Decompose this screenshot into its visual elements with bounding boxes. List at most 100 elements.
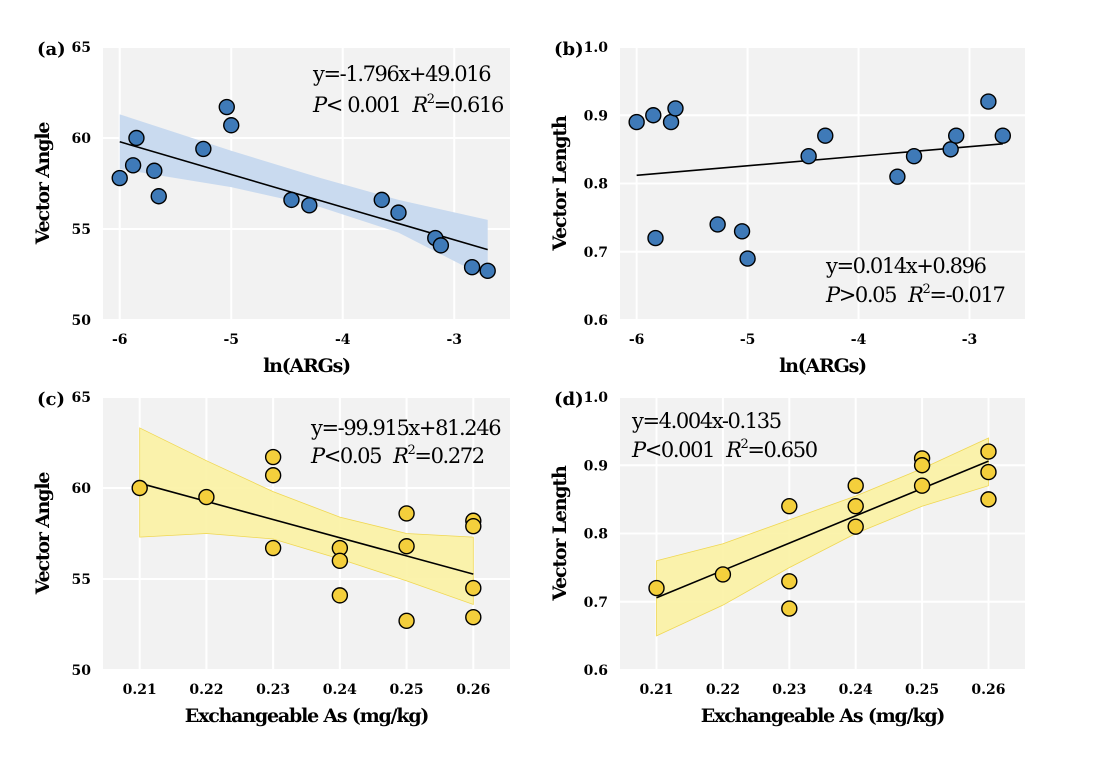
- x-axis-label: ln(ARGs): [263, 355, 350, 377]
- x-tick-label: 0.26: [971, 682, 1005, 698]
- panel-label: (b): [554, 39, 584, 60]
- data-point: [889, 168, 906, 185]
- regression-stats: P<0.05 R2=0.272: [310, 443, 484, 468]
- data-point: [662, 113, 680, 131]
- data-point: [647, 229, 664, 247]
- x-tick-label: -3: [962, 332, 978, 348]
- p-symbol: P: [631, 438, 647, 462]
- data-point: [800, 147, 817, 165]
- panel-c: 0.21 0.22 0.23 0.24 0.25 0.26 50 55 60 65 Exchange…: [32, 389, 510, 727]
- y-tick-label: 0.6: [584, 663, 608, 679]
- data-point: [128, 129, 145, 147]
- x-tick-label: 0.21: [639, 682, 673, 698]
- regression-equation: y=4.004x-0.135: [631, 409, 781, 433]
- x-tick-label: -6: [629, 332, 645, 348]
- regression-equation: y=0.014x+0.896: [825, 254, 987, 278]
- x-tick-label: 0.24: [839, 682, 873, 698]
- panel-a: -6 -5 -4 -3 50 55 60 65 ln(ARGs) Vector Angle (a) y…: [32, 39, 510, 377]
- x-tick-label: -4: [335, 332, 351, 348]
- y-tick-label: 0.9: [584, 458, 608, 474]
- y-tick-label: 0.8: [584, 527, 608, 543]
- data-point: [948, 127, 965, 144]
- data-point: [980, 463, 997, 481]
- data-point: [817, 127, 834, 144]
- x-axis-label: Exchangeable As (mg/kg): [185, 705, 429, 727]
- r-superscript: 2: [408, 443, 415, 458]
- regression-line: [119, 141, 488, 251]
- y-tick-label: 55: [72, 572, 91, 588]
- r-symbol: R: [392, 444, 409, 468]
- data-point: [714, 566, 732, 583]
- data-point: [942, 141, 959, 158]
- r2-value: =0.272: [414, 444, 483, 468]
- data-point: [463, 259, 481, 276]
- data-point: [913, 477, 931, 494]
- regression-equation: y=-1.796x+49.016: [312, 62, 491, 86]
- data-point: [847, 477, 864, 494]
- data-point: [913, 457, 931, 474]
- p-value: >0.05: [839, 283, 896, 307]
- p-value: <0.001: [645, 438, 714, 462]
- y-tick-label: 65: [72, 40, 91, 56]
- confidence-band: [656, 437, 989, 637]
- x-axis-label: Exchangeable As (mg/kg): [701, 705, 945, 727]
- x-tick-label: -5: [223, 332, 239, 348]
- r-symbol: R: [411, 93, 428, 117]
- y-tick-label: 60: [72, 481, 92, 497]
- data-point: [124, 157, 142, 174]
- regression-equation: y=-99.915x+81.246: [310, 416, 501, 440]
- data-point: [331, 552, 349, 569]
- data-point: [781, 498, 798, 515]
- regression-stats: P>0.05 R2=-0.017: [825, 282, 1004, 307]
- x-tick-label: -3: [446, 332, 462, 348]
- data-point: [645, 107, 662, 124]
- data-point: [980, 491, 997, 508]
- p-symbol: P: [310, 444, 326, 468]
- r2-value: =0.650: [747, 438, 816, 462]
- y-tick-label: 0.7: [584, 245, 608, 261]
- x-tick-label: 0.25: [390, 682, 424, 698]
- y-tick-label: 50: [72, 313, 92, 329]
- data-point: [301, 197, 318, 214]
- y-tick-label: 50: [72, 663, 92, 679]
- regression-line: [139, 482, 474, 575]
- y-axis-label: Vector Angle: [32, 472, 54, 596]
- data-point: [331, 587, 349, 604]
- y-tick-label: 0.8: [584, 177, 608, 193]
- data-point: [198, 488, 215, 506]
- data-point: [398, 538, 415, 555]
- panel-d: 0.21 0.22 0.23 0.24 0.25 0.26 0.6 0.7 0.8 0.9 1.0 E…: [549, 389, 1025, 727]
- data-point: [398, 505, 415, 522]
- x-tick-label: 0.25: [905, 682, 939, 698]
- x-tick-label: 0.21: [123, 682, 157, 698]
- data-point: [781, 600, 798, 617]
- panel-b: -6 -5 -4 -3 0.6 0.7 0.8 0.9 1.0 ln(ARGs) Vector Le…: [549, 39, 1025, 377]
- x-tick-label: 0.26: [456, 682, 490, 698]
- panel-label: (a): [37, 39, 66, 60]
- data-point: [739, 250, 756, 267]
- r-symbol: R: [725, 438, 742, 462]
- x-tick-label: -5: [740, 332, 756, 348]
- y-axis-label: Vector Length: [549, 465, 571, 602]
- data-point: [111, 169, 128, 187]
- data-point: [905, 147, 923, 165]
- data-point: [398, 612, 415, 630]
- regression-line: [656, 460, 989, 599]
- r-symbol: R: [907, 283, 924, 307]
- regression-line: [636, 142, 1003, 177]
- data-point: [980, 443, 997, 460]
- data-point: [667, 100, 684, 117]
- y-tick-label: 0.6: [584, 313, 608, 329]
- p-symbol: P: [825, 283, 841, 307]
- data-point: [479, 262, 496, 280]
- regression-stats: P< 0.001 R2=0.616: [312, 92, 504, 117]
- r-superscript: 2: [427, 92, 434, 107]
- y-tick-label: 0.7: [584, 595, 608, 611]
- y-axis-label: Vector Angle: [32, 122, 54, 246]
- data-point: [847, 518, 864, 535]
- p-value: <0.05: [324, 444, 381, 468]
- panel-label: (c): [37, 389, 65, 410]
- y-tick-label: 65: [72, 390, 91, 406]
- data-point: [465, 609, 482, 626]
